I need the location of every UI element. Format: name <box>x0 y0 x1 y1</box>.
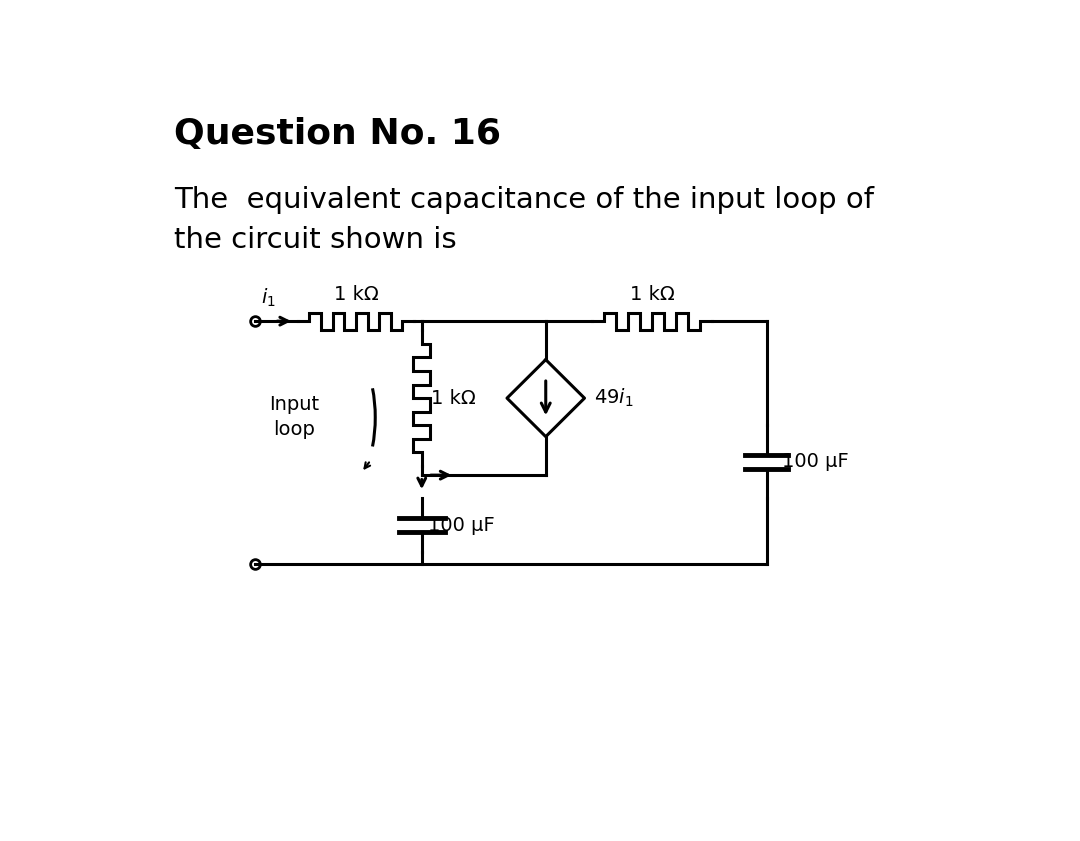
Text: 1 kΩ: 1 kΩ <box>334 285 378 304</box>
Text: 100 μF: 100 μF <box>782 452 849 471</box>
Text: The  equivalent capacitance of the input loop of: The equivalent capacitance of the input … <box>174 187 874 214</box>
Text: 1 kΩ: 1 kΩ <box>630 285 675 304</box>
Text: $i_1$: $i_1$ <box>261 287 276 309</box>
Text: Input
loop: Input loop <box>269 395 319 439</box>
Text: 1 kΩ: 1 kΩ <box>431 389 476 408</box>
Text: 100 μF: 100 μF <box>428 516 495 535</box>
Text: the circuit shown is: the circuit shown is <box>174 226 457 255</box>
Text: Question No. 16: Question No. 16 <box>174 117 501 151</box>
Text: $49i_1$: $49i_1$ <box>594 387 633 410</box>
